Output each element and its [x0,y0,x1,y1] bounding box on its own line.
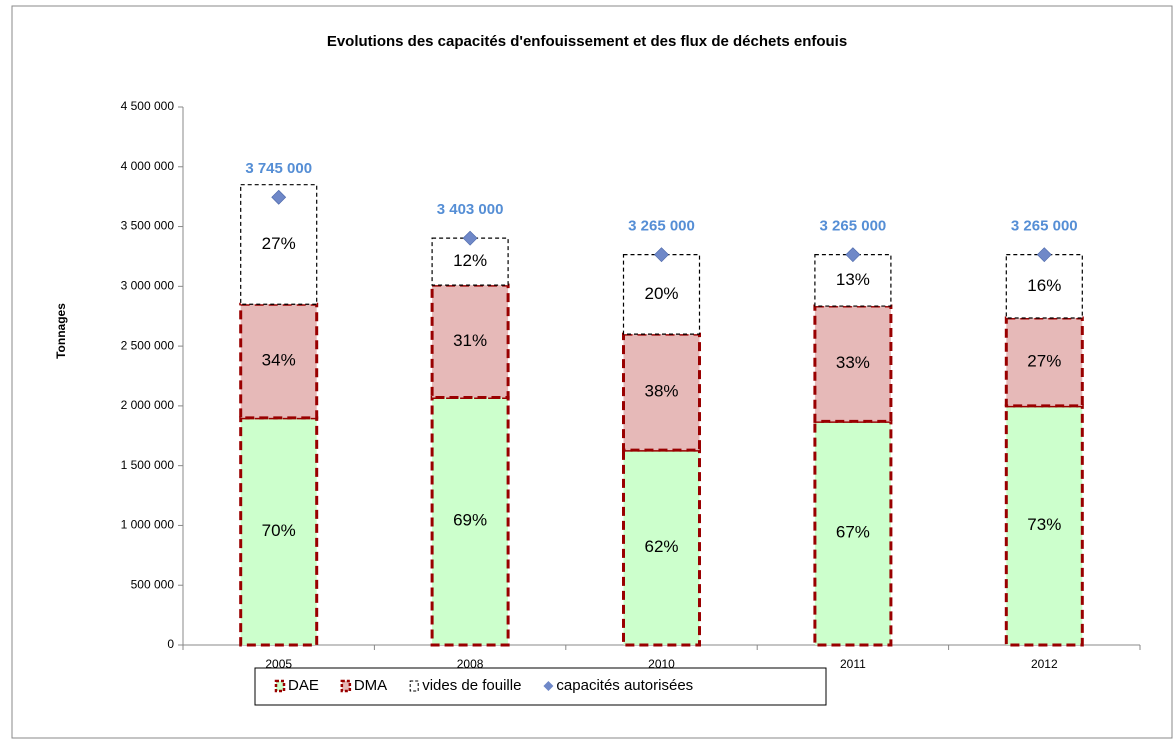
bar-segment [1005,254,1083,319]
y-axis-label: Tonnages [54,303,68,359]
bar-segment [1004,404,1084,647]
capacity-label: 3 265 000 [820,218,887,235]
percent-label: 12% [453,251,487,270]
bar-segment [813,304,893,423]
y-tick-label: 0 [167,637,174,651]
percent-label: 67% [836,523,870,542]
capacity-marker [271,189,287,205]
legend-label: DMA [354,677,387,694]
percent-label: 38% [644,382,678,401]
percent-label: 16% [1027,276,1061,295]
bar-segment [622,254,701,335]
x-tick-label: 2005 [265,657,292,671]
x-tick-label: 2008 [457,657,484,671]
x-tick-label: 2011 [840,657,866,671]
bar-segment [430,283,510,400]
percent-label: 69% [453,511,487,530]
percent-label: 20% [644,284,678,303]
y-tick-label: 2 500 000 [121,338,175,352]
legend-swatch [274,679,286,693]
legend-label: capacités autorisées [556,677,693,694]
y-tick-label: 2 000 000 [121,398,175,412]
x-tick-label: 2012 [1031,657,1058,671]
bar-segment [239,302,319,420]
percent-label: 33% [836,353,870,372]
bar-segment [430,396,510,647]
percent-label: 13% [836,270,870,289]
legend-label: vides de fouille [422,677,521,694]
capacity-marker [1036,247,1052,263]
bar-segment [1004,316,1084,408]
y-tick-label: 4 000 000 [121,159,175,173]
legend-box [254,667,827,706]
y-tick-label: 3 000 000 [121,279,175,293]
capacity-label: 3 745 000 [245,160,312,177]
percent-label: 34% [262,351,296,370]
legend-label: DAE [288,677,319,694]
capacity-marker [462,230,478,246]
percent-label: 27% [262,234,296,253]
percent-label: 62% [644,537,678,556]
bar-segment [622,332,701,452]
y-tick-label: 1 000 000 [121,518,175,532]
y-tick-label: 4 500 000 [121,99,175,113]
percent-label: 31% [453,331,487,350]
y-tick-label: 500 000 [131,577,175,591]
legend-swatch [409,680,419,692]
bar-segment [239,416,319,647]
capacity-marker [845,247,861,263]
bar-segment [622,448,701,647]
chart-title: Evolutions des capacités d'enfouissement… [327,33,847,50]
capacity-label: 3 265 000 [628,218,695,235]
percent-label: 70% [262,521,296,540]
x-tick-label: 2010 [648,657,675,671]
capacity-label: 3 265 000 [1011,218,1078,235]
capacity-marker [654,247,669,263]
y-tick-label: 1 500 000 [121,458,175,472]
bar-segment [814,254,892,307]
capacity-label: 3 403 000 [437,201,504,218]
chart-frame [11,5,1173,739]
bar-segment [813,419,893,647]
y-tick-label: 3 500 000 [121,219,175,233]
percent-label: 73% [1027,515,1061,534]
legend-swatch [340,679,352,693]
legend-marker [543,681,554,691]
percent-label: 27% [1027,351,1061,370]
